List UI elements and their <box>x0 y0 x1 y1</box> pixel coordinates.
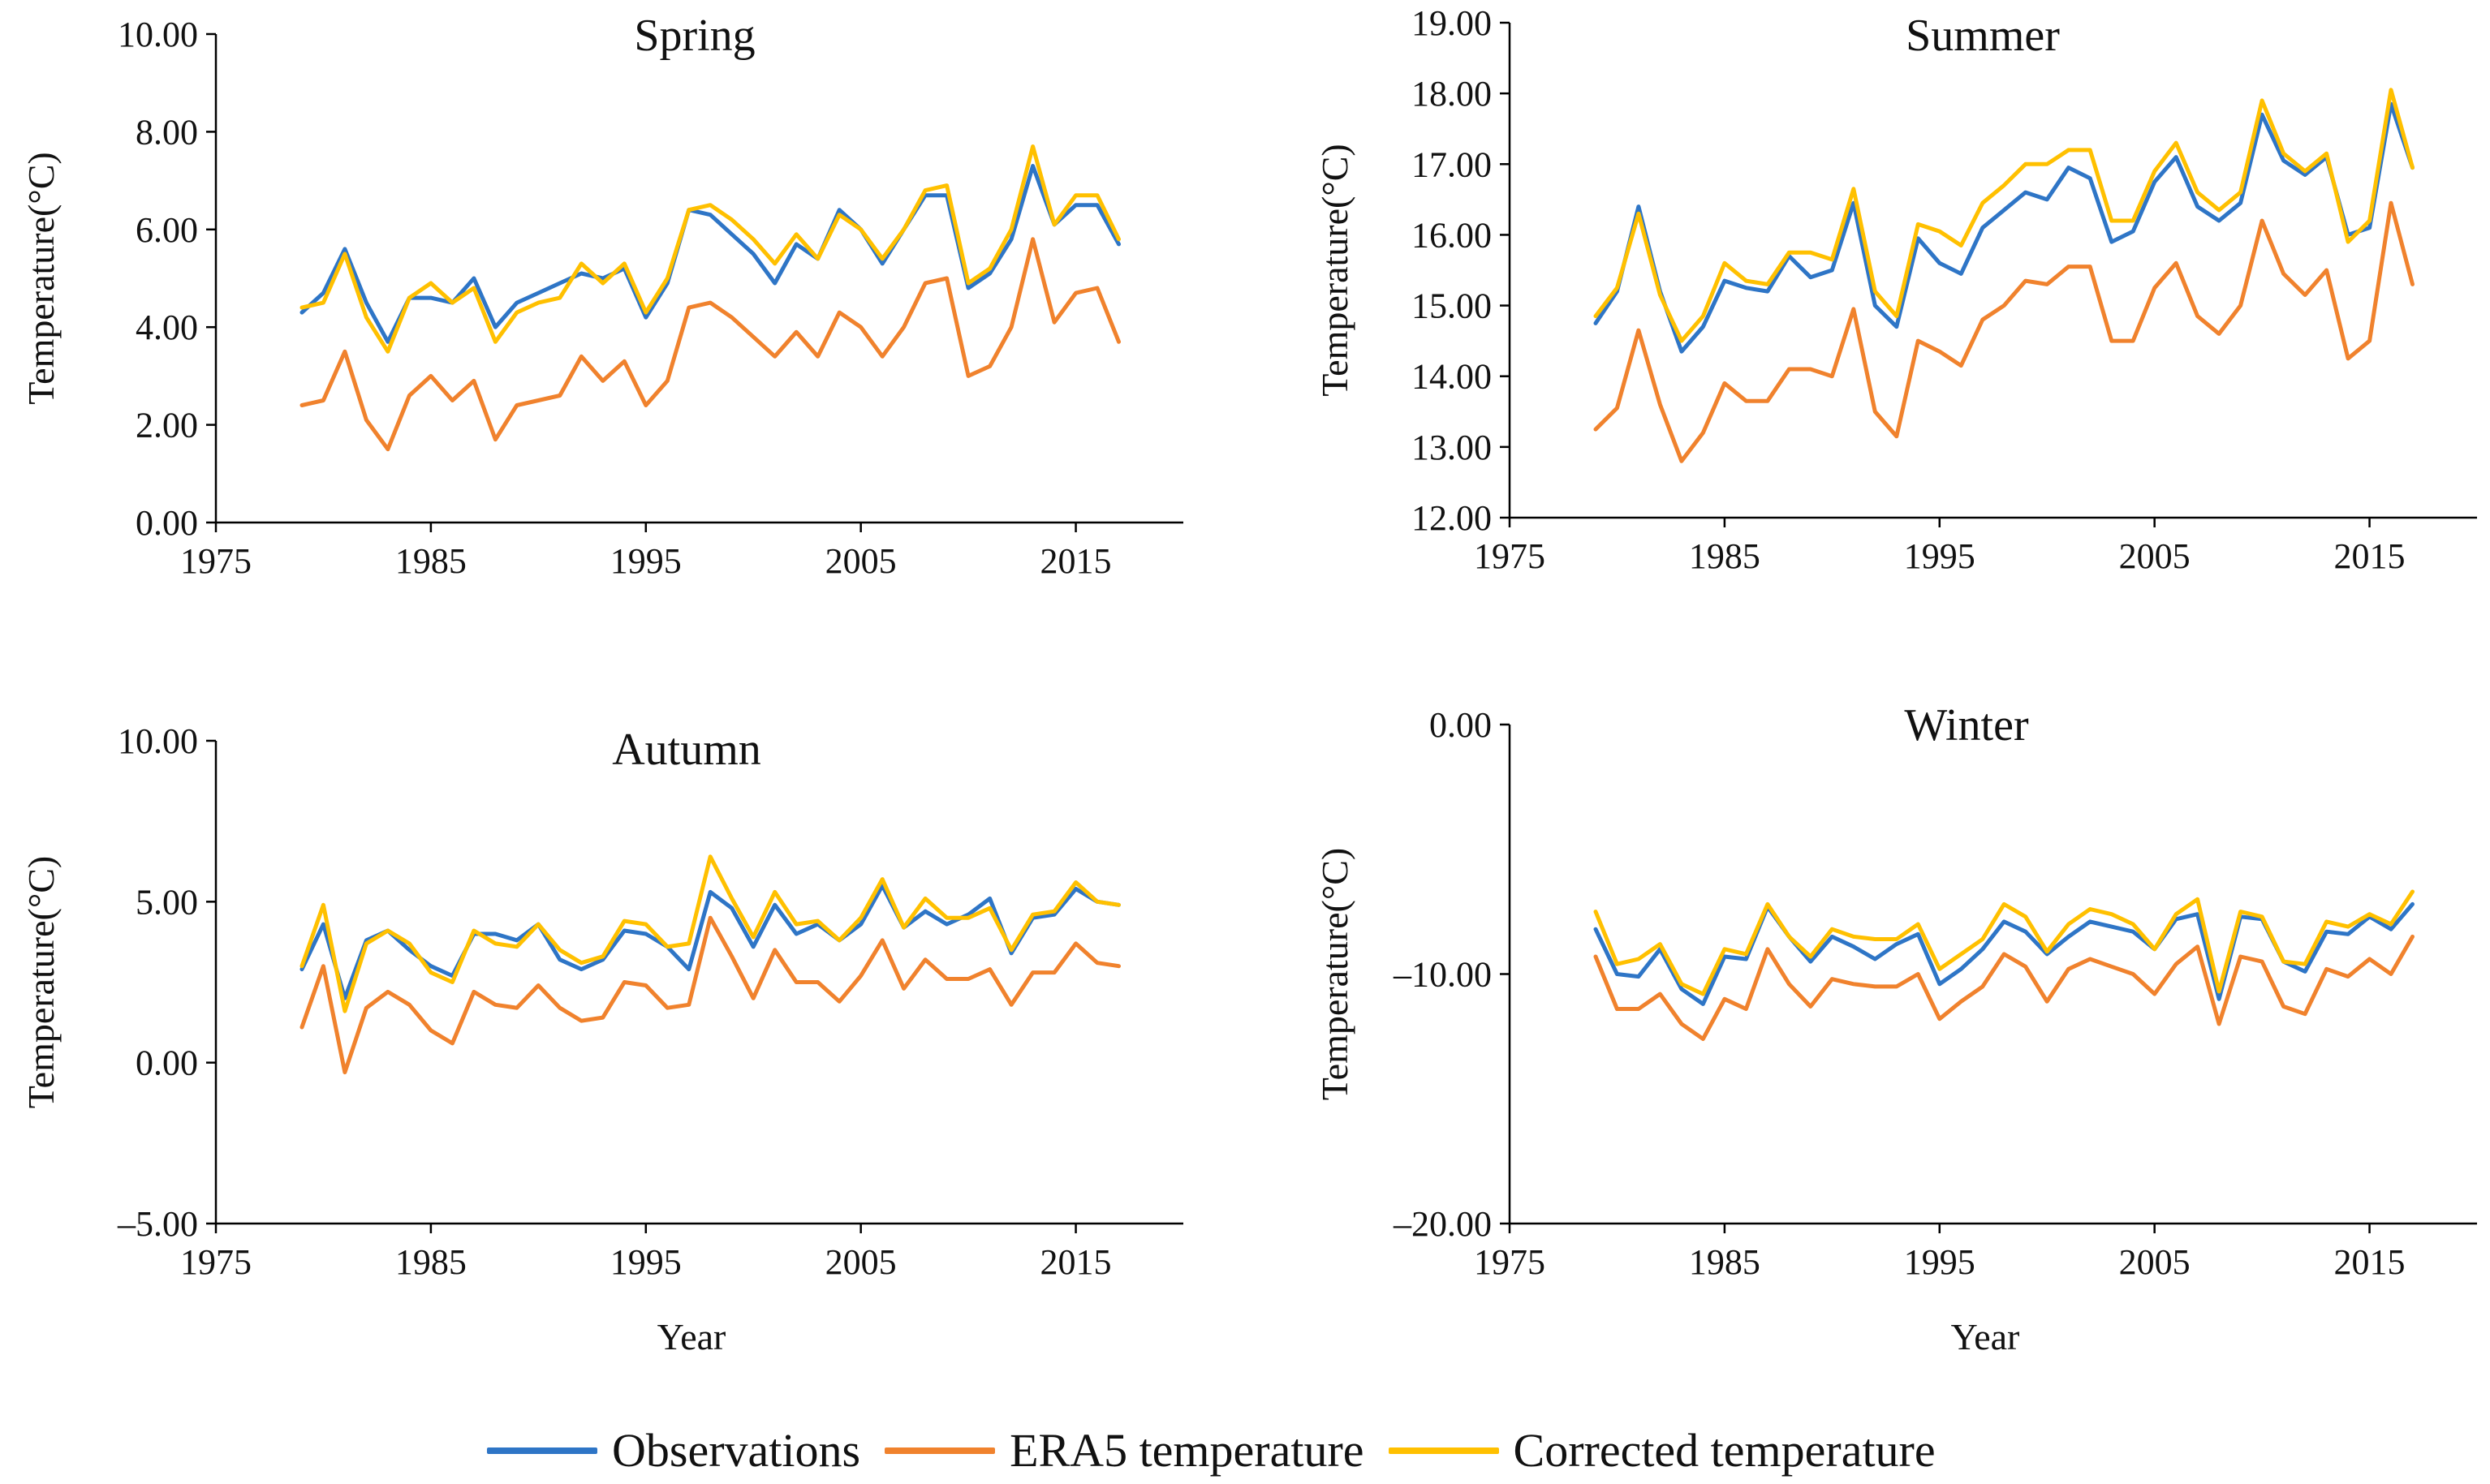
spring-chart: 0.00 2.00 4.00 6.00 8.00 10.00 1975 1985 1995 200… <box>20 11 1183 581</box>
legend-item-corrected: Corrected temperature <box>1388 1424 1936 1477</box>
winter-x-tick-label: 1995 <box>1904 1242 1975 1282</box>
summer-y-tick-label: 17.00 <box>1411 144 1492 184</box>
spring-x-tick-label: 2015 <box>1040 541 1112 581</box>
summer-y-tick-label: 18.00 <box>1411 74 1492 114</box>
autumn-x-tick-label: 2005 <box>825 1242 897 1282</box>
spring-y-tick-label: 10.00 <box>118 15 198 54</box>
summer-title: Summer <box>1906 11 2060 61</box>
winter-x-tick-label: 2015 <box>2334 1242 2406 1282</box>
spring-x-tick-label: 1975 <box>180 541 252 581</box>
summer-series-corrected <box>1593 88 2415 343</box>
summer-x-tick-label: 2015 <box>2334 536 2406 576</box>
spring-y-tick-label: 4.00 <box>136 308 198 347</box>
autumn-x-tick-label: 2015 <box>1040 1242 1112 1282</box>
autumn-x-tick-label: 1975 <box>180 1242 252 1282</box>
summer-chart: 12.00 13.00 14.00 15.00 16.00 17.00 18.00 19.00… <box>1314 3 2477 576</box>
legend-item-observations: Observations <box>487 1427 860 1474</box>
spring-y-tick-label: 6.00 <box>136 210 198 250</box>
autumn-series-observations <box>299 884 1121 1000</box>
spring-title: Spring <box>634 11 755 61</box>
autumn-chart: –5.00 0.00 5.00 10.00 1975 1985 1995 2005 2015 Au… <box>20 721 1183 1357</box>
legend-item-era5: ERA5 temperature <box>885 1424 1364 1477</box>
summer-y-tick-label: 19.00 <box>1411 3 1492 43</box>
spring-x-tick-label: 2005 <box>825 541 897 581</box>
winter-title: Winter <box>1904 700 2029 751</box>
spring-series-corrected <box>299 144 1121 354</box>
autumn-x-label: Year <box>657 1316 726 1357</box>
winter-x-tick-label: 2005 <box>2119 1242 2191 1282</box>
summer-x-tick-label: 1975 <box>1474 536 1545 576</box>
spring-series-observations <box>299 164 1121 344</box>
legend-label-observations: Observations <box>612 1424 861 1477</box>
winter-y-tick-label: –10.00 <box>1393 955 1492 995</box>
spring-x-tick-label: 1995 <box>610 541 682 581</box>
summer-y-tick-label: 16.00 <box>1411 215 1492 255</box>
autumn-y-label: Temperature(°C) <box>20 856 62 1108</box>
legend-label-corrected: Corrected temperature <box>1513 1424 1936 1477</box>
winter-y-label: Temperature(°C) <box>1314 848 1355 1100</box>
autumn-y-tick-label: 0.00 <box>136 1043 198 1083</box>
autumn-y-tick-label: 10.00 <box>118 721 198 761</box>
legend-label-era5: ERA5 temperature <box>1010 1424 1364 1477</box>
summer-y-tick-label: 14.00 <box>1411 357 1492 397</box>
summer-x-tick-label: 2005 <box>2119 536 2191 576</box>
legend-swatch-era5 <box>885 1447 996 1454</box>
autumn-series-era5 <box>299 915 1121 1075</box>
spring-y-tick-label: 2.00 <box>136 406 198 445</box>
winter-y-tick-label: –20.00 <box>1393 1204 1492 1244</box>
legend-swatch-corrected <box>1388 1447 1499 1454</box>
spring-x-tick-label: 1985 <box>395 541 467 581</box>
summer-x-tick-label: 1995 <box>1904 536 1975 576</box>
winter-y-tick-label: 0.00 <box>1429 705 1492 745</box>
autumn-x-tick-label: 1985 <box>395 1242 467 1282</box>
summer-y-label: Temperature(°C) <box>1314 144 1355 396</box>
spring-y-tick-label: 8.00 <box>136 112 198 152</box>
legend-swatch-observations <box>487 1447 597 1454</box>
winter-x-tick-label: 1985 <box>1689 1242 1760 1282</box>
autumn-title: Autumn <box>612 725 761 775</box>
summer-y-tick-label: 12.00 <box>1411 498 1492 538</box>
winter-chart: –20.00 –10.00 0.00 1975 1985 1995 2005 2015 Wint… <box>1314 700 2477 1357</box>
summer-series-era5 <box>1593 200 2415 463</box>
winter-series-corrected <box>1593 889 2415 996</box>
summer-y-tick-label: 15.00 <box>1411 286 1492 326</box>
autumn-series-corrected <box>299 854 1121 1013</box>
spring-series-era5 <box>299 237 1121 452</box>
legend: Observations ERA5 temperature Corrected … <box>487 1418 1960 1483</box>
summer-x-tick-label: 1985 <box>1689 536 1760 576</box>
spring-y-label: Temperature(°C) <box>20 152 62 404</box>
summer-series-observations <box>1593 101 2415 354</box>
spring-y-tick-label: 0.00 <box>136 503 198 543</box>
autumn-y-tick-label: 5.00 <box>136 882 198 922</box>
summer-y-tick-label: 13.00 <box>1411 428 1492 467</box>
winter-x-label: Year <box>1951 1316 2020 1357</box>
winter-x-tick-label: 1975 <box>1474 1242 1545 1282</box>
autumn-y-tick-label: –5.00 <box>117 1204 198 1244</box>
winter-series-era5 <box>1593 934 2415 1041</box>
autumn-x-tick-label: 1995 <box>610 1242 682 1282</box>
